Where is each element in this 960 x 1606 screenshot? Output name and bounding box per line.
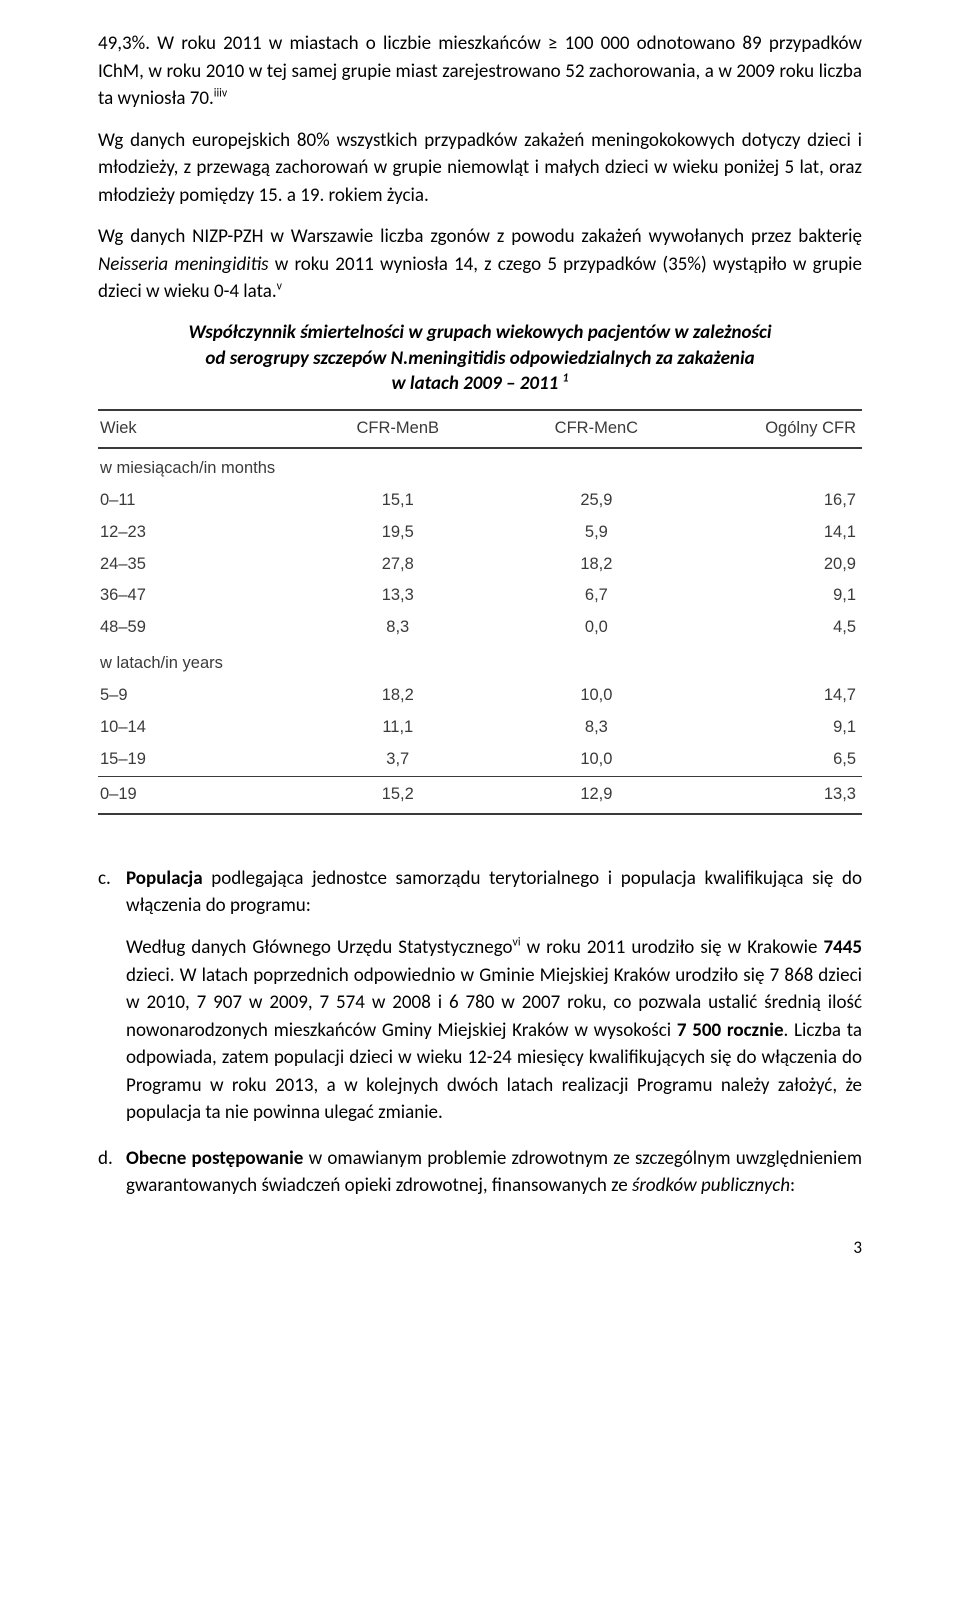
table-section: w miesiącach/in months <box>98 448 862 485</box>
list-marker: d. <box>98 1145 113 1173</box>
section-label: w latach/in years <box>98 644 862 680</box>
col-menb: CFR-MenB <box>297 410 503 448</box>
table-row: 48–598,30,04,5 <box>98 612 862 644</box>
table-row: 10–1411,18,39,1 <box>98 712 862 744</box>
table-section: w latach/in years <box>98 644 862 680</box>
table-row: 24–3527,818,220,9 <box>98 549 862 581</box>
table-row: 0–1115,125,916,7 <box>98 485 862 517</box>
lettered-list: c. Populacja podlegająca jednostce samor… <box>98 865 862 1200</box>
run-bold: Obecne postępowanie <box>126 1147 303 1170</box>
text: podlegająca jednostce samorządu terytori… <box>126 867 862 918</box>
paragraph-1: 49,3%. W roku 2011 w miastach o liczbie … <box>98 30 862 113</box>
heading-line-1: Współczynnik śmiertelności w grupach wie… <box>188 321 771 344</box>
run-bold: 7445 <box>823 936 862 959</box>
col-menc: CFR-MenC <box>503 410 694 448</box>
paragraph-3: Wg danych NIZP-PZH w Warszawie liczba zg… <box>98 223 862 306</box>
footnote-ref: iiiv <box>214 87 227 101</box>
text: 49,3%. W roku 2011 w miastach o liczbie … <box>98 32 862 110</box>
table-row: 15–193,710,06,5 <box>98 744 862 776</box>
text: : <box>790 1174 795 1197</box>
page-number: 3 <box>98 1236 862 1261</box>
col-ogolny: Ogólny CFR <box>694 410 862 448</box>
run-bold: 7 500 rocznie <box>677 1019 784 1042</box>
list-item-c: c. Populacja podlegająca jednostce samor… <box>98 865 862 1127</box>
footnote-ref: vi <box>513 936 521 950</box>
table-row: 5–918,210,014,7 <box>98 680 862 712</box>
section-label: w miesiącach/in months <box>98 448 862 485</box>
heading-line-2: od serogrupy szczepów N.meningitidis odp… <box>205 347 754 370</box>
table-header-row: Wiek CFR-MenB CFR-MenC Ogólny CFR <box>98 410 862 448</box>
cfr-table: Wiek CFR-MenB CFR-MenC Ogólny CFR w mies… <box>98 409 862 815</box>
heading-line-3: w latach 2009 – 2011 <box>391 372 562 395</box>
run-bold: Populacja <box>126 867 203 890</box>
heading-footnote: 1 <box>563 372 569 386</box>
text: Według danych Głównego Urzędu Statystycz… <box>126 936 513 959</box>
list-item-d: d. Obecne postępowanie w omawianym probl… <box>98 1145 862 1200</box>
paragraph-2: Wg danych europejskich 80% wszystkich pr… <box>98 127 862 210</box>
paragraph: Według danych Głównego Urzędu Statystycz… <box>126 934 862 1127</box>
text: Wg danych NIZP-PZH w Warszawie liczba zg… <box>98 225 862 248</box>
table-row: 36–4713,36,79,1 <box>98 580 862 612</box>
col-wiek: Wiek <box>98 410 297 448</box>
text: w roku 2011 urodziło się w Krakowie <box>521 936 824 959</box>
table-total-row: 0–1915,212,913,3 <box>98 776 862 813</box>
table-heading: Współczynnik śmiertelności w grupach wie… <box>98 320 862 397</box>
run-italic: środków publicznych <box>632 1174 790 1197</box>
footnote-ref: v <box>277 280 282 294</box>
list-marker: c. <box>98 865 111 893</box>
table-row: 12–2319,55,914,1 <box>98 517 862 549</box>
species-name: Neisseria meningiditis <box>98 253 269 276</box>
